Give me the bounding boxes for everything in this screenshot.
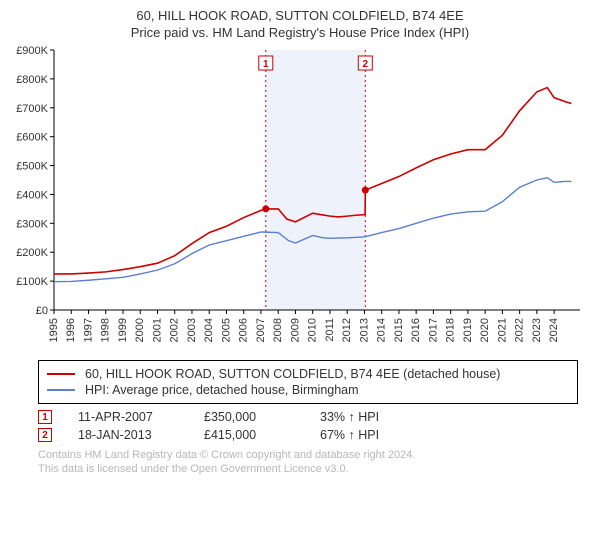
legend-item: 60, HILL HOOK ROAD, SUTTON COLDFIELD, B7… [47,367,569,381]
y-tick-label: £0 [36,305,48,317]
legend: 60, HILL HOOK ROAD, SUTTON COLDFIELD, B7… [38,360,578,404]
x-tick-label: 2018 [445,318,457,342]
y-tick-label: £900K [16,46,48,57]
x-tick-label: 2010 [307,318,319,342]
x-tick-label: 2021 [496,318,508,342]
x-tick-label: 1996 [65,318,77,342]
x-tick-label: 2022 [514,318,526,342]
x-tick-label: 2001 [151,318,163,342]
x-tick-label: 2000 [134,318,146,342]
line-chart: 1 2 £0 £100K £200K £300K £400K £500K £600K £700K £… [10,46,590,356]
sale-row: 2 18-JAN-2013 £415,000 67% ↑ HPI [38,428,590,442]
sale-row: 1 11-APR-2007 £350,000 33% ↑ HPI [38,410,590,424]
title-subtitle: Price paid vs. HM Land Registry's House … [10,25,590,40]
sale-price: £415,000 [204,428,294,442]
x-tick-label: 1998 [100,318,112,342]
series-marker [262,205,269,212]
data-attribution: Contains HM Land Registry data © Crown c… [38,448,590,477]
x-tick-label: 2008 [272,318,284,342]
x-tick-label: 2024 [548,318,560,342]
legend-swatch [47,389,75,391]
x-tick-label: 2006 [238,318,250,342]
attribution-line-1: Contains HM Land Registry data © Crown c… [38,448,590,462]
y-tick-label: £200K [16,247,48,259]
y-tick-label: £100K [16,276,48,288]
x-tick-label: 2015 [393,318,405,342]
x-tick-label: 2011 [324,318,336,342]
sale-events: 1 11-APR-2007 £350,000 33% ↑ HPI 2 18-JAN-201… [38,410,590,442]
sale-pct: 33% ↑ HPI [320,410,410,424]
x-tick-label: 2014 [376,318,388,342]
sale-date: 18-JAN-2013 [78,428,178,442]
y-tick-label: £600K [16,132,48,144]
y-tick-label: £300K [16,218,48,230]
x-tick-label: 2004 [203,318,215,342]
legend-label: 60, HILL HOOK ROAD, SUTTON COLDFIELD, B7… [85,367,500,381]
series-marker [362,187,369,194]
chart-container: 60, HILL HOOK ROAD, SUTTON COLDFIELD, B7… [0,0,600,483]
x-tick-label: 1999 [117,318,129,342]
attribution-line-2: This data is licensed under the Open Gov… [38,462,590,476]
x-tick-label: 1995 [48,318,60,342]
chart-titles: 60, HILL HOOK ROAD, SUTTON COLDFIELD, B7… [10,8,590,40]
sale-date: 11-APR-2007 [78,410,178,424]
sale-price: £350,000 [204,410,294,424]
x-tick-label: 2003 [186,318,198,342]
x-tick-label: 2020 [479,318,491,342]
x-tick-label: 2017 [427,318,439,342]
y-tick-label: £500K [16,161,48,173]
x-tick-label: 2023 [531,318,543,342]
sale-marker-icon: 2 [38,428,52,442]
x-tick-label: 2013 [358,318,370,342]
legend-swatch [47,373,75,375]
sale-marker-number: 2 [363,59,369,70]
sale-marker-icon: 1 [38,410,52,424]
shade-band [266,50,366,310]
x-tick-label: 2005 [220,318,232,342]
x-tick-label: 2007 [255,318,267,342]
title-address: 60, HILL HOOK ROAD, SUTTON COLDFIELD, B7… [10,8,590,23]
x-tick-label: 2009 [289,318,301,342]
x-tick-label: 2016 [410,318,422,342]
sale-marker-number: 1 [263,59,269,70]
legend-label: HPI: Average price, detached house, Birm… [85,383,359,397]
y-tick-label: £400K [16,189,48,201]
x-tick-label: 1997 [82,318,94,342]
y-tick-label: £800K [16,74,48,86]
x-tick-label: 2002 [169,318,181,342]
y-tick-label: £700K [16,103,48,115]
legend-item: HPI: Average price, detached house, Birm… [47,383,569,397]
x-tick-label: 2019 [462,318,474,342]
sale-pct: 67% ↑ HPI [320,428,410,442]
x-tick-label: 2012 [341,318,353,342]
